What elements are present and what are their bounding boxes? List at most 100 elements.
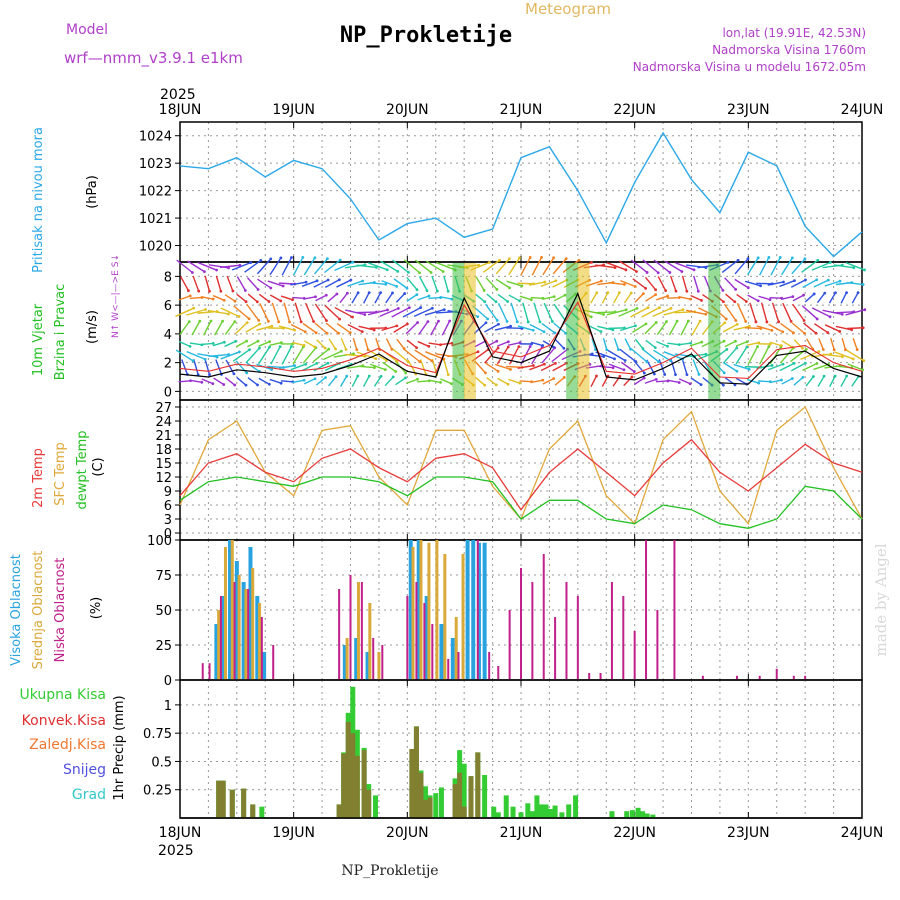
- precip-bar: [350, 733, 356, 818]
- wind-arrow-head: [245, 339, 249, 343]
- wind-arrow-head: [663, 373, 667, 376]
- wind-arrow-head: [605, 348, 609, 352]
- wind-arrow: [269, 378, 282, 384]
- wind-arrow: [315, 376, 327, 386]
- wind-arrow-head: [529, 298, 533, 302]
- y-tick-label: 21: [155, 429, 172, 444]
- wind-arrow-head: [446, 289, 450, 293]
- wind-arrow-head: [675, 319, 679, 323]
- wind-arrow: [767, 281, 784, 286]
- y-tick-label: 1023: [139, 157, 172, 172]
- wind-arrow-head: [379, 291, 383, 295]
- wind-arrow: [670, 359, 677, 375]
- wind-arrow-head: [599, 279, 603, 283]
- wind-arrow: [620, 361, 635, 373]
- wind-arrow-head: [790, 256, 794, 260]
- wind-arrow-head: [816, 258, 820, 262]
- wind-arrow: [644, 378, 657, 384]
- bottom-tick-label: 23JUN: [727, 825, 770, 841]
- wind-arrow-head: [326, 278, 330, 282]
- wind-arrow-head: [385, 268, 389, 272]
- wind-arrow: [691, 320, 701, 336]
- wind-arrow-head: [735, 322, 739, 326]
- wind-arrow: [485, 277, 498, 290]
- wind-arrow-head: [384, 282, 388, 286]
- wind-arrow: [280, 295, 293, 301]
- wind-arrow-head: [426, 320, 430, 323]
- wind-arrow-head: [415, 293, 419, 297]
- wind-arrow: [802, 279, 818, 289]
- wind-arrow: [267, 280, 284, 287]
- wind-arrow-head: [692, 268, 696, 272]
- bottom-time-axis: 18JUN 19JUN 20JUN 21JUN 22JUN 23JUN 24JUN: [159, 825, 884, 841]
- wind-arrow: [744, 327, 761, 330]
- wind-arrow: [474, 360, 486, 374]
- wind-arrow: [484, 361, 499, 372]
- wind-arrow: [176, 259, 193, 274]
- wind-arrow-head: [324, 293, 328, 297]
- wind-arrow: [278, 325, 295, 331]
- wind-arrow: [804, 293, 815, 303]
- wind-arrow: [495, 278, 510, 289]
- wind-arrow: [835, 325, 852, 331]
- wind-arrow: [840, 375, 848, 387]
- wind-arrow-head: [404, 371, 408, 375]
- wind-arrow-head: [803, 331, 806, 335]
- wind-arrow-head: [288, 320, 291, 324]
- wind-arrow: [186, 350, 206, 360]
- wind-arrow: [224, 321, 236, 335]
- wind-arrow-head: [237, 315, 241, 318]
- wind-arrow-head: [777, 320, 781, 324]
- wind-arrow-head: [270, 324, 274, 328]
- wind-arrow: [351, 292, 359, 304]
- wind-arrow: [245, 323, 261, 333]
- wind-arrow-head: [186, 289, 190, 292]
- wind-arrow: [179, 321, 190, 336]
- wind-arrow-head: [540, 256, 543, 259]
- wind-arrow: [724, 340, 736, 348]
- cloud-high-label: Visoka Oblacnost: [9, 554, 24, 666]
- wind-arrow-head: [208, 373, 211, 377]
- wind-arrow-head: [698, 319, 702, 323]
- wind-arrow: [322, 350, 342, 361]
- temp-2m-label: 2m Temp: [31, 448, 46, 508]
- wind-arrow: [655, 380, 668, 383]
- wind-arrow: [235, 340, 247, 348]
- panel-frame: [179, 679, 863, 819]
- wind-arrow: [303, 296, 316, 300]
- wind-arrow-head: [405, 286, 409, 290]
- wind-arrow: [403, 259, 420, 274]
- wind-arrow-head: [851, 357, 855, 361]
- precip-bar: [457, 772, 463, 818]
- wind-arrow-head: [484, 321, 488, 325]
- wind-arrow-head: [494, 300, 498, 304]
- wind-arrow: [806, 338, 814, 350]
- wind-arrow-head: [528, 345, 532, 348]
- cloud-bar: [233, 582, 236, 680]
- wind-arrow-head: [191, 359, 195, 363]
- legend-total-rain: Ukupna Kisa: [19, 687, 106, 703]
- wind-arrow: [824, 324, 841, 333]
- wind-arrow: [219, 264, 241, 269]
- precip-bar: [354, 755, 360, 818]
- wind-arrow-head: [654, 293, 658, 297]
- wind-arrow-head: [657, 306, 661, 309]
- wind-arrow: [781, 257, 793, 276]
- wind-arrow: [203, 320, 212, 336]
- wind-arrow: [822, 309, 843, 315]
- wind-arrow: [530, 341, 543, 347]
- precip-bar: [418, 772, 424, 818]
- wind-long-label-1: 10m Vjetar: [31, 303, 46, 376]
- cloud-bar: [461, 554, 465, 680]
- precip-bar: [510, 806, 516, 818]
- wind-arrow-head: [657, 360, 660, 364]
- wind-arrow: [246, 277, 259, 290]
- wind-arrow: [618, 260, 637, 273]
- wind-arrow: [686, 353, 707, 358]
- wind-arrow: [425, 351, 445, 360]
- wind-arrow: [658, 359, 666, 375]
- wind-arrow: [436, 262, 456, 271]
- wind-arrow: [312, 348, 330, 363]
- wind-arrow: [630, 306, 649, 318]
- wind-arrow-head: [215, 355, 219, 359]
